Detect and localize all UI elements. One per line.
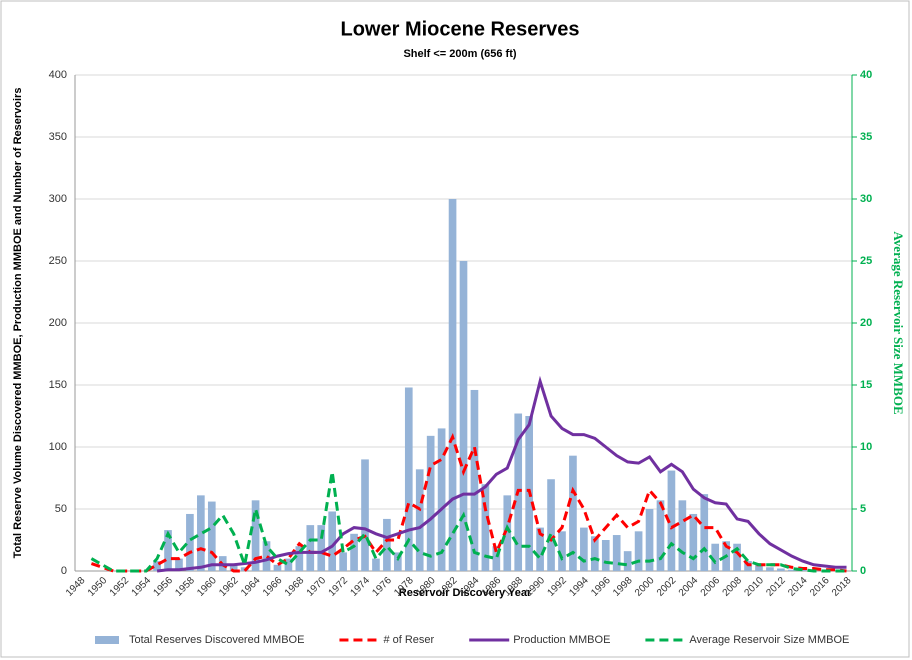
bar <box>229 564 238 571</box>
bar <box>656 500 665 571</box>
chart-subtitle: Shelf <= 200m (656 ft) <box>403 48 516 60</box>
bar <box>777 568 785 571</box>
chart-title: Lower Miocene Reserves <box>341 18 580 40</box>
y-tick-label: 400 <box>49 69 67 81</box>
bar <box>197 495 205 571</box>
y2-tick-label: 35 <box>860 131 872 143</box>
y-tick-label: 150 <box>49 379 67 391</box>
legend-label: Average Reservoir Size MMBOE <box>689 634 849 646</box>
legend-label: Production MMBOE <box>513 634 610 646</box>
y2-tick-label: 5 <box>860 503 866 515</box>
legend-label: Total Reserves Discovered MMBOE <box>129 634 304 646</box>
bar <box>787 569 796 571</box>
y2-tick-label: 40 <box>860 69 872 81</box>
y2-tick-label: 0 <box>860 565 866 577</box>
bar <box>295 546 304 571</box>
bar <box>404 387 413 571</box>
bar <box>689 513 698 571</box>
bar <box>394 552 402 571</box>
bar <box>569 455 577 571</box>
bar <box>700 494 709 571</box>
y2-tick-label: 15 <box>860 379 872 391</box>
bar <box>350 533 358 571</box>
bar <box>164 530 172 571</box>
bar <box>459 261 468 571</box>
bar <box>766 567 774 571</box>
bar <box>415 469 424 571</box>
bar <box>207 501 216 571</box>
line <box>156 375 847 573</box>
bar <box>733 543 741 571</box>
bar <box>262 541 271 571</box>
bar <box>470 389 479 571</box>
bar <box>383 518 391 571</box>
bar <box>437 428 446 571</box>
bar <box>317 525 326 571</box>
bar <box>175 558 183 571</box>
y-tick-label: 100 <box>49 441 67 453</box>
bar <box>547 479 555 571</box>
bar <box>580 527 588 571</box>
y-tick-label: 50 <box>55 503 67 515</box>
y-tick-label: 300 <box>49 193 67 205</box>
bar <box>645 509 654 571</box>
bar <box>623 551 632 571</box>
bar <box>153 561 161 571</box>
y-tick-label: 0 <box>61 565 67 577</box>
y2-tick-label: 10 <box>860 441 872 453</box>
bar <box>372 558 380 571</box>
bar <box>798 569 807 571</box>
bar <box>186 513 194 571</box>
bar <box>361 459 369 571</box>
bar <box>339 552 347 571</box>
bar <box>328 511 337 571</box>
x-axis-label: Reservoir Discovery Year <box>399 587 532 599</box>
bar <box>678 500 687 571</box>
bar <box>284 558 293 571</box>
bar <box>558 531 566 571</box>
y2-tick-label: 20 <box>860 317 872 329</box>
line <box>90 471 847 573</box>
bar <box>536 527 544 571</box>
legend-swatch <box>95 636 119 644</box>
bar <box>503 495 512 571</box>
bar <box>612 535 621 571</box>
bar <box>492 546 501 571</box>
bar <box>306 525 315 571</box>
bar <box>711 543 720 571</box>
bar <box>634 531 643 571</box>
line <box>90 433 847 573</box>
y-tick-label: 250 <box>49 255 67 267</box>
bar <box>590 536 599 571</box>
y2-tick-label: 30 <box>860 193 872 205</box>
y2-tick-label: 25 <box>860 255 872 267</box>
bar <box>481 484 490 571</box>
y-tick-label: 200 <box>49 317 67 329</box>
bar <box>448 199 457 571</box>
legend-label: # of Reser <box>383 634 434 646</box>
bar <box>426 435 435 571</box>
y2-axis-label: Average Reservoir Size MMBOE <box>891 231 906 414</box>
bar <box>251 500 260 571</box>
y-tick-label: 350 <box>49 131 67 143</box>
bar <box>755 564 763 571</box>
bar <box>667 470 676 571</box>
y-axis-label: Total Reserve Volume Discovered MMBOE, P… <box>12 88 24 559</box>
bar <box>273 564 282 571</box>
bar <box>601 540 610 571</box>
